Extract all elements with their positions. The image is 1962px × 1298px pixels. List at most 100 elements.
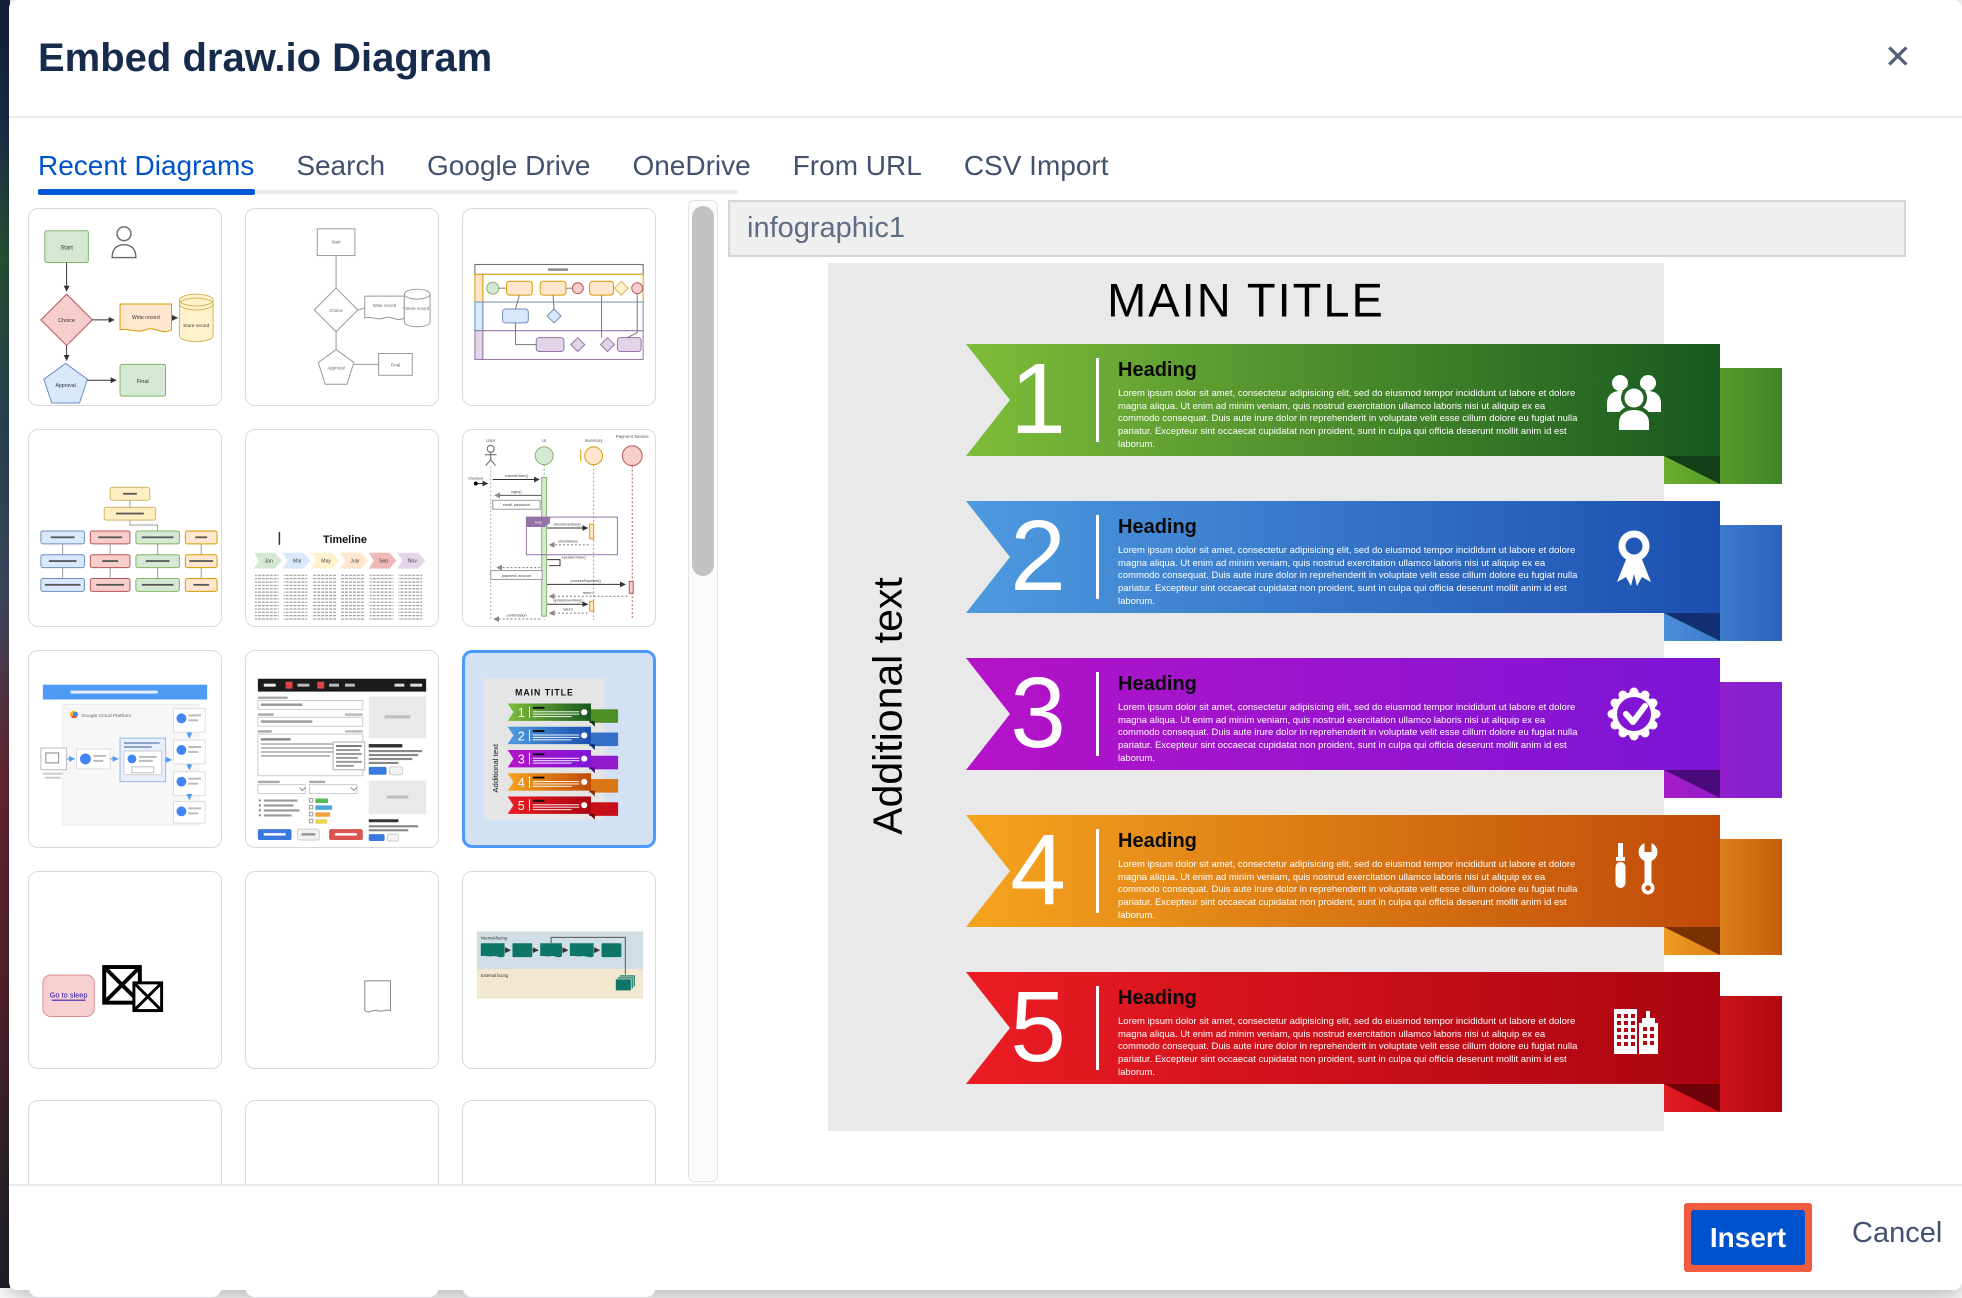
message-label: stockStatus	[558, 539, 578, 543]
banner-body-text: Lorem ipsum dolor sit amet, consectetur …	[1118, 388, 1578, 450]
tab-bar: Recent Diagrams Search Google Drive OneD…	[38, 150, 1109, 182]
tab-search[interactable]: Search	[296, 150, 386, 181]
person-icon	[111, 226, 137, 259]
banner-number: 2	[1010, 500, 1066, 612]
page-behind-modal	[0, 0, 10, 1288]
banner-number: 5	[1010, 971, 1066, 1083]
infographic-banner-3: 3 Heading Lorem ipsum dolor sit amet, co…	[966, 658, 1788, 800]
diagram-name-input[interactable]	[728, 200, 1906, 257]
blank-note-preview	[364, 980, 391, 1013]
mini-icons	[581, 709, 588, 809]
svg-text:1: 1	[518, 706, 525, 720]
message-label: login()	[511, 490, 522, 494]
banner-number: 3	[1010, 657, 1066, 769]
message-label: updateInventory()	[553, 599, 583, 603]
tab-recent-diagrams[interactable]: Recent Diagrams	[38, 150, 255, 181]
bpmn-swimlane-preview	[474, 263, 644, 360]
buildings-icon	[1614, 1009, 1658, 1054]
approval-label: Approval	[56, 383, 76, 389]
tab-underline-track	[38, 190, 738, 194]
banner-ribbon: 5 Heading Lorem ipsum dolor sit amet, co…	[966, 972, 1720, 1084]
banner-heading: Heading	[1118, 673, 1197, 695]
final-label: Final	[137, 379, 149, 385]
internal-lane-label: Internal-facing	[481, 935, 508, 940]
thumbnail-teal-pipeline[interactable]: Internal-facing External facing	[462, 871, 656, 1069]
choice-label: Choice	[58, 318, 75, 324]
svg-text:4: 4	[518, 776, 525, 790]
infographic-banner-1: 1 Heading Lorem ipsum dolor sit amet, co…	[966, 344, 1788, 486]
dialog-footer: Insert Cancel	[9, 1184, 1962, 1290]
store-record-label: Store record	[183, 323, 209, 329]
tab-csv-import[interactable]: CSV Import	[963, 150, 1109, 181]
tab-from-url[interactable]: From URL	[792, 150, 922, 181]
svg-text:5: 5	[518, 799, 525, 813]
thumbnail-org-chart[interactable]	[28, 429, 222, 627]
thumbnail-bpmn-swimlane[interactable]	[462, 208, 656, 406]
banner-ribbon: 3 Heading Lorem ipsum dolor sit amet, co…	[966, 658, 1720, 770]
close-icon[interactable]: ✕	[1884, 38, 1912, 75]
thumbnail-hyperlink-shapes[interactable]: Go to sleep	[28, 871, 222, 1069]
thumbnail-web-form-mockup[interactable]	[245, 650, 439, 848]
flowchart-plain-preview: Start Choice Write record Store record A…	[313, 228, 431, 385]
thumbnail-infographic-selected[interactable]: MAIN TITLE Additional text 1 2 3 4 5	[462, 650, 656, 848]
banner-body-text: Lorem ipsum dolor sit amet, consectetur …	[1118, 859, 1578, 921]
banner-heading: Heading	[1118, 830, 1197, 852]
tab-google-drive[interactable]: Google Drive	[427, 150, 591, 181]
infographic-side-label: Additional text	[864, 577, 911, 835]
banner-body-text: Lorem ipsum dolor sit amet, consectetur …	[1118, 1016, 1578, 1078]
thumbnail-uml-sequence[interactable]: User UI Inventory Payment Service checko…	[462, 429, 656, 627]
svg-text:3: 3	[518, 753, 525, 767]
tools-icon	[1615, 842, 1658, 895]
write-record-label: Write record	[373, 303, 397, 308]
cancel-button[interactable]: Cancel	[1852, 1217, 1943, 1249]
actor-label: Inventory	[585, 438, 604, 443]
month-label: May	[321, 559, 331, 565]
timeline-title: Timeline	[323, 534, 367, 546]
award-ribbon-icon	[1617, 530, 1651, 586]
gcp-platform-label: Google Cloud Platform	[81, 713, 131, 719]
message-label: payment, amount	[502, 574, 532, 578]
message-label: checkout	[468, 477, 484, 481]
infographic-banner-5: 5 Heading Lorem ipsum dolor sit amet, co…	[966, 972, 1788, 1114]
month-label: Jan	[265, 559, 273, 565]
flowchart-colored-preview: Start Choice Write record Store record A…	[40, 226, 214, 404]
badge-check-icon	[1607, 687, 1661, 741]
mini-numbers: 1 2 3 4 5	[518, 706, 525, 813]
message-label: confirmation	[506, 614, 526, 618]
actor-label: UI	[542, 438, 546, 443]
banner-heading: Heading	[1118, 359, 1197, 381]
thumbnail-gcp-architecture[interactable]: Google Cloud Platform	[28, 650, 222, 848]
thumbnail-flowchart-plain[interactable]: Start Choice Write record Store record A…	[245, 208, 439, 406]
infographic-main-title: MAIN TITLE	[1107, 273, 1385, 327]
infographic-banner-2: 2 Heading Lorem ipsum dolor sit amet, co…	[966, 501, 1788, 643]
insert-button[interactable]: Insert	[1691, 1210, 1805, 1265]
month-label: Mar	[293, 559, 302, 565]
gcp-logo-icon	[69, 710, 79, 718]
message-label: email, password	[503, 503, 530, 507]
banner-separator	[1096, 986, 1099, 1070]
final-label: Final	[391, 362, 400, 367]
write-record-label: Write record	[132, 315, 160, 321]
banner-ribbon: 2 Heading Lorem ipsum dolor sit amet, co…	[966, 501, 1720, 613]
timeline-preview: Timeline Jan Mar May July Sep Nov	[253, 531, 426, 621]
message-label: return	[563, 608, 573, 612]
insert-button-highlight-ring: Insert	[1684, 1203, 1812, 1272]
active-tab-underline	[38, 189, 255, 195]
message-label: UpdateOrder()	[562, 556, 587, 560]
thumbnail-timeline[interactable]: Timeline Jan Mar May July Sep Nov	[245, 429, 439, 627]
actor-label: User	[486, 438, 496, 443]
timeline-text-columns	[254, 574, 423, 621]
banner-separator	[1096, 829, 1099, 913]
people-icon	[1607, 375, 1661, 430]
thumbnail-blank-note[interactable]	[245, 871, 439, 1069]
message-label: checkInventory()	[553, 523, 581, 527]
message-label: processPayment()	[571, 579, 602, 583]
thumbnail-flowchart-colored[interactable]: Start Choice Write record Store record A…	[28, 208, 222, 406]
choice-label: Choice	[329, 308, 343, 313]
uml-sequence-preview: User UI Inventory Payment Service checko…	[468, 434, 649, 623]
start-label: Start	[60, 246, 73, 252]
banner-body-text: Lorem ipsum dolor sit amet, consectetur …	[1118, 545, 1578, 607]
store-record-label: Store record	[405, 306, 429, 311]
tab-onedrive[interactable]: OneDrive	[632, 150, 751, 181]
list-scrollbar-thumb[interactable]	[692, 206, 714, 576]
